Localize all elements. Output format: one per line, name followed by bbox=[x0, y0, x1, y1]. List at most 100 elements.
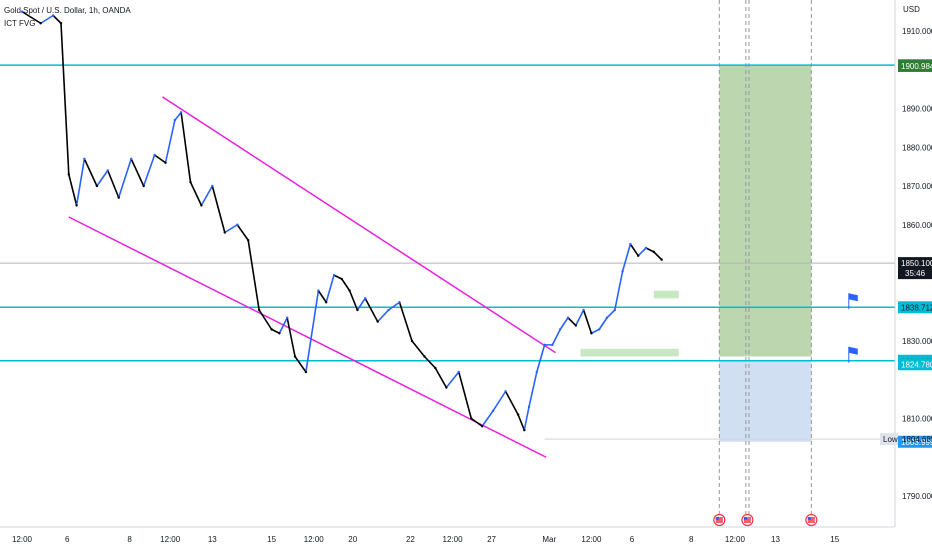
price-segment bbox=[270, 328, 281, 335]
price-point bbox=[83, 157, 86, 161]
price-point bbox=[504, 390, 507, 393]
price-segment bbox=[423, 355, 437, 369]
price-point bbox=[293, 355, 297, 358]
price-point bbox=[605, 316, 609, 319]
price-point bbox=[387, 308, 390, 312]
price-segment bbox=[445, 371, 460, 389]
price-segment bbox=[96, 169, 109, 187]
target-zone bbox=[719, 65, 812, 357]
y-tick-label: 1790.000 bbox=[902, 492, 932, 501]
price-point bbox=[179, 111, 183, 114]
price-point bbox=[189, 180, 192, 184]
x-tick-label: 12:00 bbox=[581, 535, 602, 544]
x-tick-label: 12:00 bbox=[12, 535, 33, 544]
price-point bbox=[278, 332, 281, 335]
x-tick-label: 15 bbox=[830, 535, 839, 544]
price-segment bbox=[598, 316, 608, 331]
symbol-title[interactable]: Gold Spot / U.S. Dollar, 1h, OANDA bbox=[4, 6, 131, 15]
price-segment bbox=[434, 367, 448, 389]
indicator-label[interactable]: ICT FVG bbox=[4, 19, 36, 28]
x-tick-label: 6 bbox=[630, 535, 635, 544]
price-point bbox=[527, 405, 531, 409]
currency-label: USD bbox=[903, 5, 920, 14]
price-segment bbox=[621, 243, 632, 273]
price-point bbox=[445, 386, 448, 389]
x-tick-label: 12:00 bbox=[443, 535, 464, 544]
price-point bbox=[398, 301, 401, 304]
price-point bbox=[523, 428, 526, 432]
price-point bbox=[516, 413, 520, 416]
price-point bbox=[106, 169, 110, 172]
price-point bbox=[410, 339, 414, 343]
stop-zone bbox=[719, 360, 812, 442]
price-segment bbox=[333, 274, 343, 280]
price-segment bbox=[317, 289, 328, 304]
price-point bbox=[286, 316, 289, 319]
channel-upper-line bbox=[161, 96, 556, 354]
us-flag-stripes bbox=[715, 517, 723, 523]
price-point bbox=[629, 242, 632, 246]
y-tick-label: 1810.000 bbox=[902, 415, 932, 424]
x-tick-label: 15 bbox=[267, 535, 276, 544]
price-point bbox=[270, 328, 273, 331]
price-segment bbox=[83, 158, 98, 187]
price-segment bbox=[278, 316, 289, 335]
price-point bbox=[59, 22, 63, 25]
price-point bbox=[644, 246, 648, 250]
price-segment bbox=[492, 390, 507, 412]
price-segment bbox=[645, 247, 655, 253]
price-segment bbox=[247, 239, 260, 311]
price-segment bbox=[189, 181, 203, 207]
price-segment bbox=[606, 309, 616, 319]
y-tick-label: 1880.000 bbox=[902, 143, 932, 152]
price-point bbox=[153, 153, 156, 157]
price-point bbox=[470, 417, 473, 420]
x-tick-label: 20 bbox=[348, 535, 357, 544]
price-point bbox=[566, 316, 570, 319]
price-point bbox=[637, 254, 640, 257]
price-point bbox=[598, 328, 601, 331]
fvg-zone bbox=[580, 348, 679, 357]
price-segment bbox=[387, 301, 401, 311]
price-segment bbox=[567, 316, 577, 327]
low-price-label: 1804.685 bbox=[902, 435, 932, 444]
price-point bbox=[304, 370, 308, 374]
us-flag-canton bbox=[807, 517, 811, 520]
price-point bbox=[75, 204, 78, 207]
price-point bbox=[247, 239, 250, 242]
price-segment bbox=[52, 14, 62, 25]
price-segment bbox=[39, 14, 55, 25]
level-tag bbox=[898, 301, 932, 314]
price-segment bbox=[211, 185, 226, 234]
price-segment bbox=[107, 169, 120, 199]
price-segment bbox=[523, 406, 530, 431]
x-tick-label: 12:00 bbox=[725, 535, 746, 544]
price-point bbox=[130, 157, 133, 161]
x-tick-label: Mar bbox=[542, 535, 556, 544]
y-tick-label: 1830.000 bbox=[902, 337, 932, 346]
countdown-label: 35:46 bbox=[905, 269, 926, 278]
price-segment bbox=[517, 413, 526, 431]
x-tick-label: 22 bbox=[406, 535, 415, 544]
price-tag-label: 1900.984 bbox=[901, 62, 932, 71]
price-point bbox=[621, 270, 624, 273]
price-segment bbox=[481, 409, 494, 428]
price-segment bbox=[164, 119, 176, 164]
current-price-tag bbox=[898, 257, 932, 280]
x-tick-label: 6 bbox=[65, 535, 70, 544]
price-point bbox=[340, 277, 343, 281]
price-point bbox=[67, 173, 71, 176]
price-point bbox=[95, 184, 99, 188]
price-point bbox=[52, 14, 55, 17]
price-point bbox=[423, 355, 426, 358]
price-tag bbox=[898, 358, 932, 371]
price-point bbox=[535, 370, 538, 374]
price-segment bbox=[457, 371, 473, 420]
price-segment bbox=[60, 22, 70, 176]
price-segment bbox=[305, 289, 320, 373]
price-point bbox=[356, 308, 359, 312]
price-point bbox=[559, 328, 562, 331]
price-segment bbox=[364, 297, 379, 323]
price-segment bbox=[528, 371, 538, 408]
